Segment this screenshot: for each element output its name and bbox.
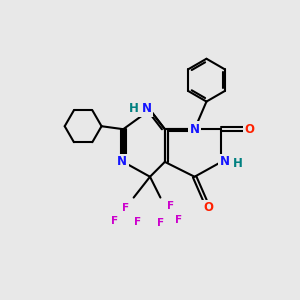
Text: F: F xyxy=(157,218,164,228)
Text: O: O xyxy=(203,202,213,214)
Text: N: N xyxy=(220,155,230,168)
Text: F: F xyxy=(122,203,129,213)
Text: N: N xyxy=(117,155,127,168)
Text: N: N xyxy=(141,102,152,115)
Text: F: F xyxy=(111,216,118,226)
Text: H: H xyxy=(129,102,139,115)
Text: N: N xyxy=(190,123,200,136)
Text: H: H xyxy=(233,158,243,170)
Text: O: O xyxy=(244,123,255,136)
Text: F: F xyxy=(167,202,174,212)
Text: F: F xyxy=(175,215,182,225)
Text: F: F xyxy=(134,217,141,227)
